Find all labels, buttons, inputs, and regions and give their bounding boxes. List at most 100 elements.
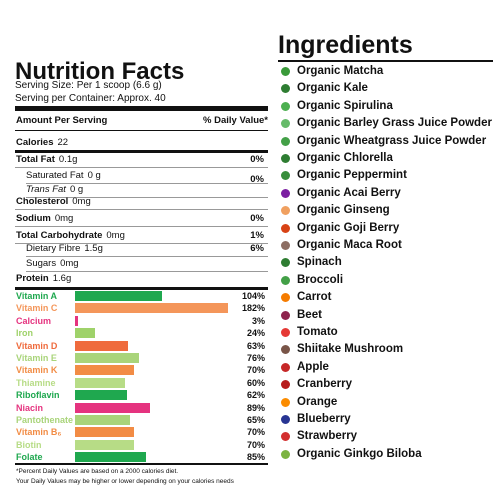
ingredient-icon xyxy=(281,171,290,181)
rule xyxy=(26,271,268,272)
vitamin-bar xyxy=(75,315,78,326)
vitamin-name: Vitamin B₆ xyxy=(16,427,62,438)
vitamin-name: Calcium xyxy=(16,315,52,326)
dv-header: % Daily Value* xyxy=(203,115,268,126)
vitamin-name: Vitamin C xyxy=(16,303,58,314)
vitamin-bar xyxy=(75,390,128,401)
vitamin-bar xyxy=(75,340,128,351)
ingredient: Organic Ginseng xyxy=(297,204,390,217)
ingredient-icon xyxy=(281,154,290,163)
vitamin-bar xyxy=(75,427,134,438)
rule xyxy=(15,167,268,168)
ingredient: Organic Maca Root xyxy=(297,239,402,251)
vitamin-dv: 62% xyxy=(246,390,265,401)
rule xyxy=(15,226,268,227)
nutrient-label: Total Carbohydrate xyxy=(16,230,103,241)
ingredient-icon xyxy=(281,397,290,407)
vitamin-bar xyxy=(75,353,139,363)
ingredient: Organic Matcha xyxy=(297,65,384,77)
vitamin-name: Folate xyxy=(16,452,43,463)
vitamin-name: Vitamin E xyxy=(16,353,57,363)
nutrient-label: Protein xyxy=(16,273,49,284)
ingredient-icon xyxy=(281,293,290,303)
rule xyxy=(15,243,268,244)
nutrient-amount: 0mg xyxy=(60,258,79,269)
nutrient-amount: 1.6g xyxy=(52,273,72,284)
nutrient-amount: 0mg xyxy=(72,196,91,207)
ingredient: Cranberry xyxy=(297,378,352,391)
vitamin-name: Vitamin D xyxy=(16,340,58,351)
nutrient-amount: 0mg xyxy=(106,230,125,241)
vitamin-dv: 76% xyxy=(246,353,265,363)
nutrient-dv: 0% xyxy=(250,154,264,165)
ingredient-icon xyxy=(281,415,290,424)
ingredient: Organic Chlorella xyxy=(297,152,393,164)
ingredient: Organic Wheatgrass Juice Powder xyxy=(297,134,487,147)
ingredient-icon xyxy=(281,136,290,146)
ingredient-icon xyxy=(281,119,290,129)
nutrient-amount: 0.1g xyxy=(58,154,78,165)
vitamin-name: Biotin xyxy=(16,439,42,450)
vitamin-dv: 89% xyxy=(246,402,265,413)
rule xyxy=(26,183,268,184)
vitamin-name: Iron xyxy=(16,328,33,339)
vitamin-bar xyxy=(75,402,150,413)
ingredient: Shiitake Mushroom xyxy=(297,343,404,356)
footnote: Your Daily Values may be higher or lower… xyxy=(16,478,234,485)
vitamin-name: Thiamine xyxy=(16,377,56,388)
ingredient: Organic Spirulina xyxy=(297,99,393,112)
nutrient-label: Dietary Fibre xyxy=(26,243,81,254)
vitamin-name: Riboflavin xyxy=(16,390,60,401)
ingredient: Organic Kale xyxy=(297,82,368,95)
ingredient-icon xyxy=(281,188,290,198)
vitamin-dv: 70% xyxy=(246,427,265,438)
ingredient: Broccoli xyxy=(297,273,344,286)
ingredient-icon xyxy=(281,223,290,233)
vitamin-name: Vitamin A xyxy=(16,291,58,301)
ingredient: Organic Acai Berry xyxy=(297,186,401,199)
ingredient-icon xyxy=(281,275,290,285)
vitamin-bar xyxy=(75,415,130,425)
ingredient: Strawberry xyxy=(297,430,358,443)
ingredient: Apple xyxy=(297,360,329,373)
vitamin-bar xyxy=(75,452,147,463)
ingredient-icon xyxy=(281,67,290,76)
vitamin-bar xyxy=(75,328,96,339)
ingredient-icon xyxy=(281,362,290,372)
ingredient-icon xyxy=(281,380,290,390)
nutrient-label: Calories xyxy=(16,137,54,148)
ingredient: Spinach xyxy=(297,256,342,269)
vitamin-dv: 182% xyxy=(241,303,265,314)
nutrient-label: Trans Fat xyxy=(26,184,66,195)
nutrient-label: Sodium xyxy=(16,213,51,224)
nutrition-title: Nutrition Facts xyxy=(15,58,185,85)
vitamin-name: Vitamin K xyxy=(16,365,58,376)
thick-rule xyxy=(15,287,268,290)
vitamin-dv: 3% xyxy=(251,315,265,326)
footnote: *Percent Daily Values are based on a 200… xyxy=(16,468,179,475)
nutrient-amount: 1.5g xyxy=(84,243,103,254)
ingredient: Organic Peppermint xyxy=(297,169,407,182)
vitamin-dv: 63% xyxy=(246,340,265,351)
ingredient: Organic Barley Grass Juice Powder xyxy=(297,117,492,130)
ingredient-icon xyxy=(281,206,290,216)
vitamin-dv: 85% xyxy=(246,452,265,463)
vitamin-dv: 70% xyxy=(246,365,265,376)
ingredient-icon xyxy=(281,328,290,337)
vitamin-bar xyxy=(75,291,163,301)
vitamin-dv: 65% xyxy=(246,415,265,425)
nutrient-dv: 1% xyxy=(250,230,264,241)
thick-rule xyxy=(15,106,268,111)
thick-rule xyxy=(15,150,268,153)
ingredient-icon xyxy=(281,345,290,355)
nutrient-amount: 22 xyxy=(57,137,69,148)
nutrient-label: Sugars xyxy=(26,258,57,269)
nutrient-amount: 0mg xyxy=(54,213,74,224)
nutrient-label: Cholesterol xyxy=(16,196,69,207)
serving-size: Serving Size: Per 1 scoop (6.6 g) xyxy=(15,80,162,91)
ingredients-title: Ingredients xyxy=(278,31,413,59)
thick-rule xyxy=(15,463,268,465)
vitamin-bar xyxy=(75,303,228,314)
ingredient-icon xyxy=(281,432,290,442)
